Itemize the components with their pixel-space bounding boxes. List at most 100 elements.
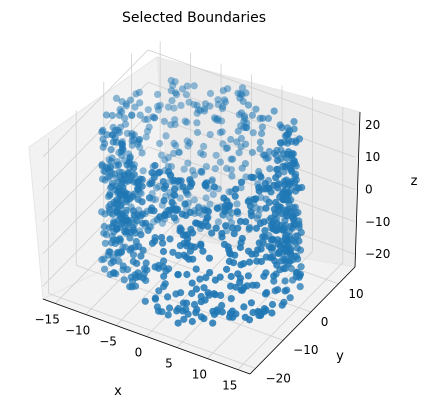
scatter-point [281, 287, 289, 295]
scatter-point [127, 228, 135, 236]
scatter-point [278, 124, 286, 132]
scatter-point [218, 229, 226, 238]
scatter-point [106, 191, 114, 199]
scatter-point [167, 171, 175, 179]
scatter-point [181, 117, 189, 125]
scatter-point [192, 285, 201, 293]
scatter-point [265, 198, 273, 206]
scatter-point [117, 248, 125, 256]
scatter-point [150, 114, 158, 122]
scatter-point [190, 171, 198, 179]
scatter-point [161, 182, 170, 190]
scatter-point [266, 165, 274, 173]
scatter-point [236, 243, 244, 252]
scatter-point [165, 304, 174, 312]
scatter-point [240, 284, 248, 292]
scatter-point [98, 162, 106, 170]
scatter-point [233, 208, 241, 216]
scatter-point [270, 277, 278, 285]
scatter-point [178, 85, 187, 93]
scatter-point [167, 163, 175, 171]
scatter-point [150, 114, 159, 122]
scatter-point [167, 121, 175, 129]
scatter-point [181, 200, 189, 208]
scatter-point [286, 249, 294, 258]
scatter-point [219, 87, 227, 95]
scatter-point [142, 219, 150, 227]
scatter-point [166, 235, 174, 243]
scatter-point [261, 185, 270, 193]
scatter-point [197, 149, 205, 157]
scatter-point [129, 207, 138, 215]
scatter-point [154, 90, 162, 98]
scatter-point [249, 281, 257, 289]
scatter-point [261, 180, 269, 188]
scatter-point [229, 313, 237, 321]
scatter-point [170, 214, 178, 222]
scatter-point [179, 183, 187, 191]
scatter-point [200, 142, 208, 150]
scatter-point [179, 307, 187, 315]
scatter-point [256, 145, 264, 153]
scatter-point [258, 129, 266, 138]
scatter-point [270, 272, 278, 280]
scatter-point [273, 261, 281, 269]
scatter-point [110, 198, 118, 206]
scatter-point [170, 139, 178, 147]
scatter-point [237, 261, 245, 269]
scatter-point [227, 272, 235, 281]
scatter-point [232, 185, 240, 193]
z-axis-line [354, 111, 361, 268]
scatter-point [226, 201, 234, 209]
scatter-point [276, 242, 284, 250]
scatter-point [189, 229, 197, 237]
tick-label: 20 [365, 118, 380, 132]
scatter-point [259, 114, 267, 122]
scatter-point [130, 164, 138, 172]
scatter-point [284, 189, 292, 197]
scatter-point [145, 194, 154, 202]
scatter-point [132, 90, 140, 98]
scatter-point [234, 224, 242, 232]
scatter-point [135, 273, 143, 281]
scatter-point [117, 201, 125, 210]
scatter-point [284, 260, 292, 268]
tick-label: 15 [222, 379, 237, 393]
scatter-point [270, 181, 278, 189]
scatter-point [222, 222, 230, 230]
scatter-point [245, 225, 253, 233]
scatter-point [173, 205, 182, 213]
scatter-point [255, 311, 263, 319]
scatter-point [282, 132, 290, 140]
grid-line [48, 292, 256, 369]
scatter-point [182, 91, 190, 99]
scatter-point [248, 250, 256, 258]
scatter-point [204, 207, 212, 215]
scatter-point [126, 283, 134, 291]
scatter-point [104, 164, 112, 173]
scatter-point [233, 200, 241, 208]
scatter-point [106, 248, 114, 256]
scatter-point [190, 82, 198, 90]
scatter-point [151, 263, 159, 271]
scatter-point [200, 315, 208, 323]
scatter-point [200, 284, 208, 292]
scatter-point [145, 123, 153, 131]
scatter-point [223, 164, 231, 173]
scatter-point [137, 252, 145, 260]
scatter-point [214, 100, 222, 108]
scatter-point [209, 190, 217, 198]
scatter-point [142, 133, 150, 141]
scatter-point [259, 233, 267, 241]
scatter-point [188, 317, 196, 326]
scatter-point [211, 276, 219, 284]
scatter-point [289, 150, 297, 158]
scatter-point [292, 269, 300, 277]
scatter-point [154, 106, 162, 114]
scatter-point [165, 206, 173, 214]
scatter-point [138, 198, 146, 206]
scatter-point [202, 163, 210, 171]
scatter-point [197, 240, 205, 248]
scatter-point [161, 156, 169, 164]
scatter-point [124, 169, 133, 177]
